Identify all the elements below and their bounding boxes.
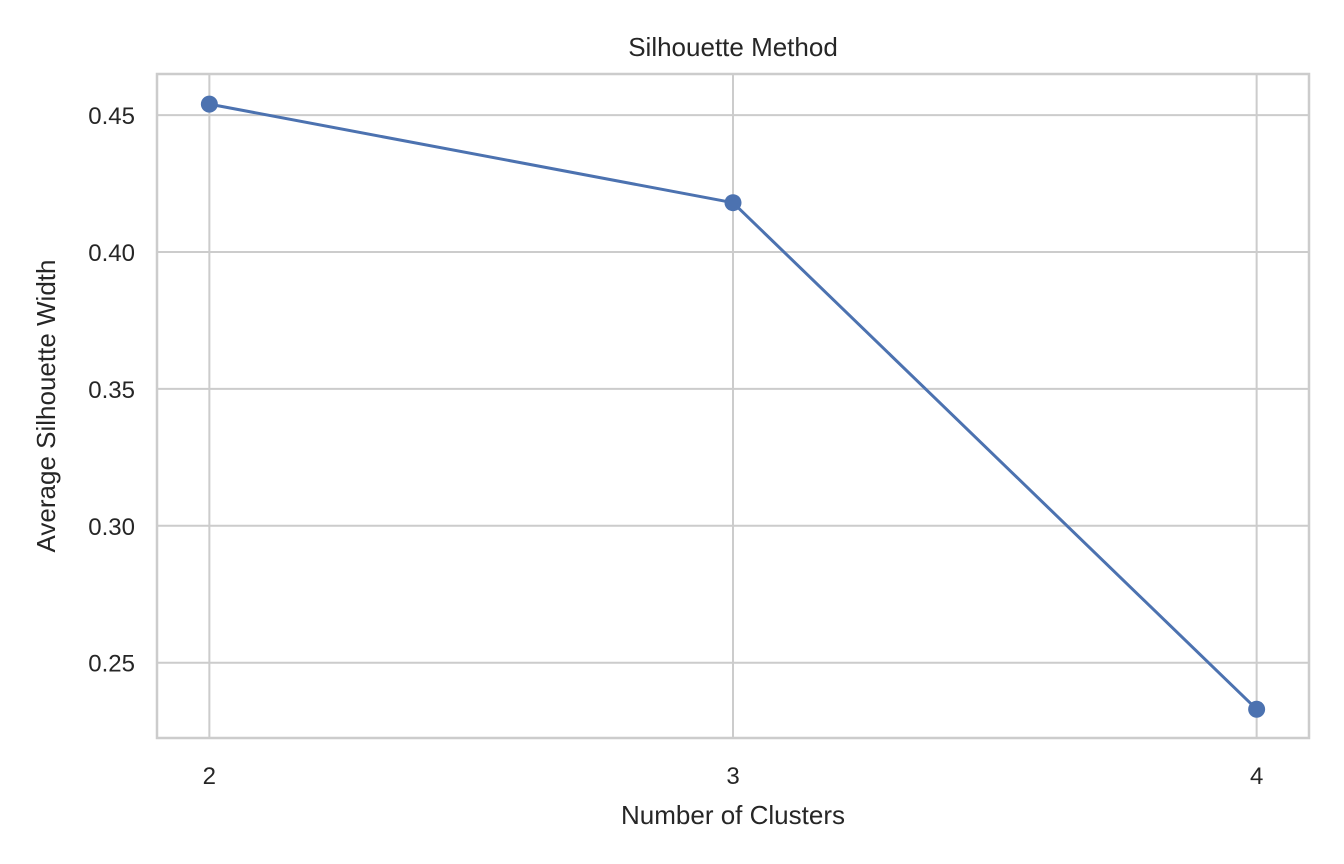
x-tick-label: 4 xyxy=(1250,763,1263,790)
y-axis-label: Average Silhouette Width xyxy=(31,260,61,553)
y-tick-label: 0.35 xyxy=(88,377,135,404)
y-tick-label: 0.25 xyxy=(88,651,135,678)
series-layer xyxy=(200,95,1266,718)
x-tick-label: 3 xyxy=(726,763,739,790)
data-point xyxy=(1248,700,1266,718)
x-tick-label: 2 xyxy=(203,763,216,790)
chart-title: Silhouette Method xyxy=(628,32,838,62)
data-point xyxy=(724,194,742,212)
x-axis-label: Number of Clusters xyxy=(621,800,845,830)
tick-labels: 2 3 4 0.25 0.30 0.35 0.40 0.45 xyxy=(88,103,1263,790)
grid-lines xyxy=(157,74,1309,738)
y-tick-label: 0.45 xyxy=(88,103,135,130)
plot-frame xyxy=(155,72,1311,740)
y-tick-label: 0.40 xyxy=(88,240,135,267)
y-tick-label: 0.30 xyxy=(88,514,135,541)
data-point xyxy=(200,95,218,113)
